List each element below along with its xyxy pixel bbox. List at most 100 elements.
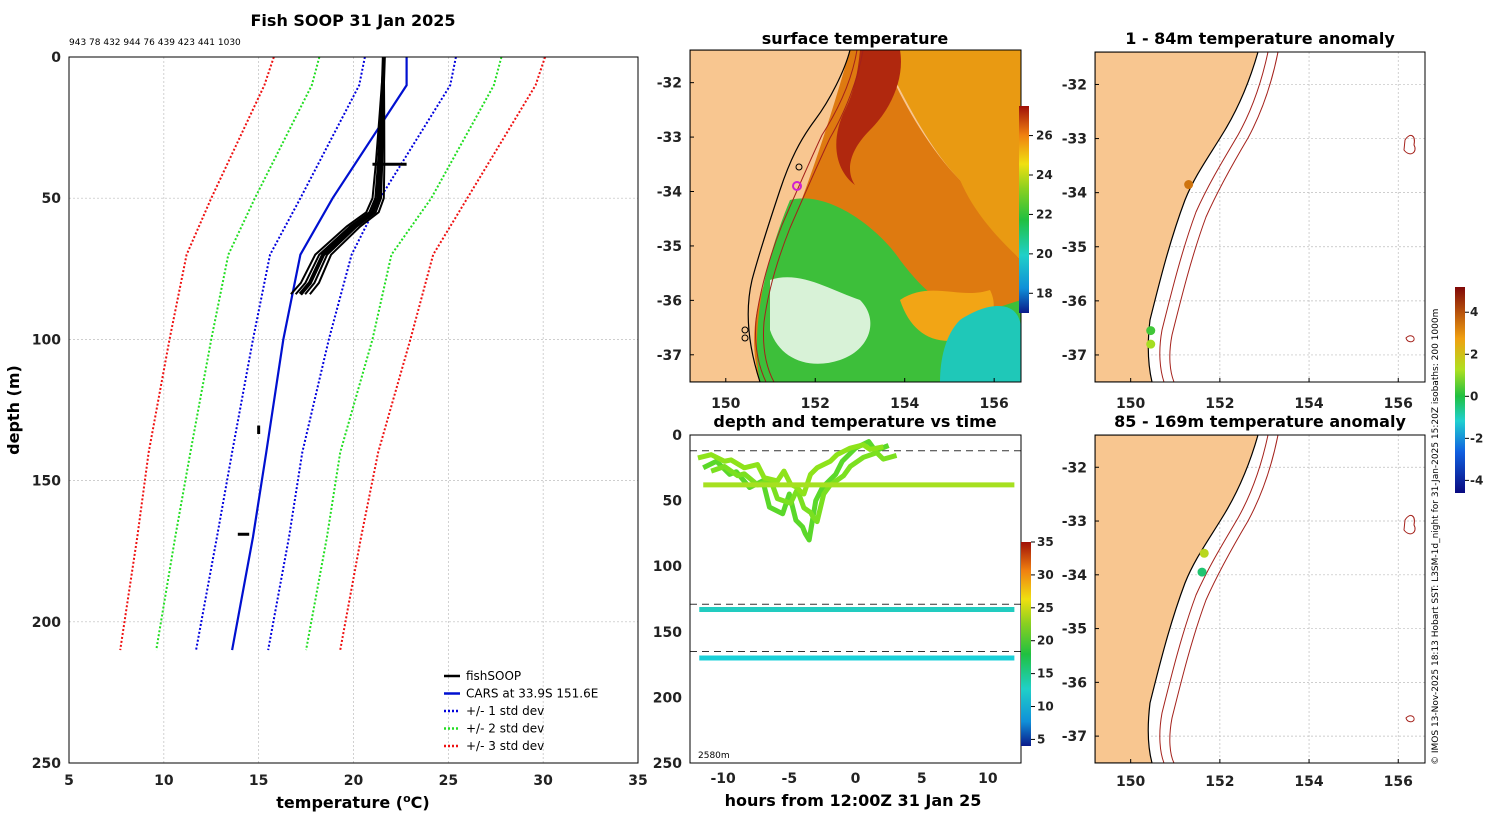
anomaly-upper-map <box>1095 52 1425 382</box>
time-colorbar-label: 20 <box>1037 634 1054 648</box>
anomaly-lower-xtick-label: 154 <box>1294 774 1323 790</box>
time-xlabel: hours from 12:00Z 31 Jan 25 <box>725 791 982 810</box>
sst-station-marker <box>741 334 749 342</box>
time-ytick-label: 100 <box>653 559 682 575</box>
time-fishsoop-track <box>702 439 890 543</box>
time-xtick-label: 0 <box>851 771 861 787</box>
profile-ytick-label: 50 <box>42 191 62 207</box>
profile-subtitle: 943 78 432 944 76 439 423 441 1030 <box>69 38 241 48</box>
time-colorbar-label: 25 <box>1037 601 1054 615</box>
anomaly-upper-ytick-label: -37 <box>1062 348 1087 364</box>
anomaly-lower-ytick-label: -34 <box>1062 568 1088 584</box>
anomaly-lower-xtick-label: 152 <box>1205 774 1234 790</box>
anomaly-lower-point <box>1199 548 1209 558</box>
profile-xtick-label: 30 <box>533 773 553 789</box>
anomaly-lower-ytick-label: -35 <box>1062 622 1087 638</box>
profile-ytick-label: 150 <box>32 474 61 490</box>
profile-xtick-label: 5 <box>64 773 74 789</box>
profile-fishsoop-cast <box>294 57 385 295</box>
anomaly-lower-seamount <box>1405 715 1415 723</box>
anomaly-colorbar-label: 2 <box>1470 347 1478 361</box>
time-colorbar <box>1021 542 1031 746</box>
legend-label: fishSOOP <box>466 669 521 683</box>
anomaly-lower-ytick-label: -36 <box>1062 675 1087 691</box>
sst-xtick-label: 152 <box>801 396 830 412</box>
sst-ytick-label: -34 <box>657 185 683 201</box>
anomaly-lower-ytick-label: -37 <box>1062 729 1087 745</box>
profile-std-line <box>155 57 321 651</box>
time-colorbar-label: 15 <box>1037 667 1054 681</box>
profile-xtick-label: 20 <box>344 773 364 789</box>
sst-colorbar-ticks: 18 20 22 24 26 <box>1029 129 1053 300</box>
sst-xtick-label: 154 <box>890 396 919 412</box>
profile-panel: Fish SOOP 31 Jan 2025 943 78 432 944 76 … <box>4 11 648 812</box>
sst-colorbar-label: 24 <box>1036 168 1053 182</box>
anomaly-lower-title: 85 - 169m temperature anomaly <box>1114 412 1406 431</box>
time-fishsoop-track <box>710 450 898 525</box>
anomaly-upper-title: 1 - 84m temperature anomaly <box>1125 29 1395 48</box>
anomaly-upper-isobath-200 <box>1159 52 1269 382</box>
time-xtick-label: 5 <box>917 771 927 787</box>
anomaly-lower-seamount <box>1403 514 1416 535</box>
anomaly-upper-ytick-label: -36 <box>1062 294 1087 310</box>
anomaly-lower-panel: 85 - 169m temperature anomaly 150 152 154 1… <box>1062 287 1483 790</box>
anomaly-lower-coastline <box>1095 435 1259 763</box>
profile-std-line <box>119 57 275 651</box>
time-bottom-label: 2580m <box>698 751 730 761</box>
sst-eac-core <box>836 50 901 185</box>
sst-ocean-east <box>880 50 1021 260</box>
profile-legend: fishSOOP CARS at 33.9S 151.6E +/- 1 std de… <box>444 669 598 753</box>
time-fishsoop-track <box>697 442 884 497</box>
sst-colorbar <box>1019 106 1029 313</box>
anomaly-lower-isobath-200 <box>1159 435 1269 763</box>
profile-std-line <box>195 57 366 651</box>
anomaly-lower-frame <box>1094 434 1426 764</box>
profile-ticks: 5 10 15 20 25 30 35 0 50 100 150 200 250 <box>32 50 648 789</box>
profile-fishsoop-cast <box>290 57 385 295</box>
anomaly-upper-point <box>1184 180 1194 190</box>
time-data <box>690 439 1021 661</box>
anomaly-upper-seamount <box>1405 335 1415 343</box>
sst-ytick-label: -32 <box>657 76 682 92</box>
anomaly-upper-ytick-label: -34 <box>1062 186 1088 202</box>
anomaly-colorbar-label: 0 <box>1470 389 1478 403</box>
sst-colorbar-label: 26 <box>1036 129 1053 143</box>
anomaly-upper-frame <box>1094 51 1426 383</box>
anomaly-lower-xtick-label: 156 <box>1384 774 1413 790</box>
time-xtick-label: -10 <box>710 771 736 787</box>
anomaly-upper-seamount <box>1403 134 1416 155</box>
profile-ytick-label: 100 <box>32 332 61 348</box>
anomaly-upper-ytick-label: -35 <box>1062 240 1087 256</box>
time-ytick-label: 200 <box>653 690 682 706</box>
profile-ytick-label: 200 <box>32 615 61 631</box>
profile-xtick-label: 25 <box>439 773 458 789</box>
anomaly-lower-isobath-1000 <box>1169 435 1279 763</box>
profile-std-line <box>267 57 457 651</box>
sst-ytick-label: -35 <box>657 239 682 255</box>
anomaly-lower-ticks: 150 152 154 156 -32 -33 -34 -35 -36 -37 <box>1062 460 1413 790</box>
anomaly-lower-map <box>1095 435 1425 763</box>
anomaly-lower-ytick-label: -33 <box>1062 514 1087 530</box>
anomaly-upper-isobath-1000 <box>1169 52 1279 382</box>
profile-cars-line <box>231 57 408 651</box>
anomaly-upper-ytick-label: -33 <box>1062 132 1087 148</box>
profile-lines <box>119 57 547 651</box>
anomaly-upper-panel: 1 - 84m temperature anomaly 150 152 154 156… <box>1062 29 1426 412</box>
time-ytick-label: 150 <box>653 625 682 641</box>
anomaly-lower-xtick-label: 150 <box>1116 774 1145 790</box>
sst-colorbar-label: 18 <box>1036 286 1053 300</box>
sst-colorbar-label: 20 <box>1036 247 1053 261</box>
time-colorbar-label: 10 <box>1037 700 1054 714</box>
sst-isobath-200 <box>755 50 858 382</box>
anomaly-colorbar-label: -2 <box>1470 431 1483 445</box>
time-colorbar-label: 30 <box>1037 568 1054 582</box>
anomaly-lower-ytick-label: -32 <box>1062 460 1087 476</box>
legend-label: +/- 2 std dev <box>466 722 544 736</box>
profile-fishsoop-cast <box>304 57 385 295</box>
time-ytick-label: 250 <box>653 756 682 772</box>
profile-xtick-label: 15 <box>249 773 268 789</box>
sst-isobath-1000 <box>763 50 864 382</box>
profile-xtick-label: 35 <box>628 773 647 789</box>
